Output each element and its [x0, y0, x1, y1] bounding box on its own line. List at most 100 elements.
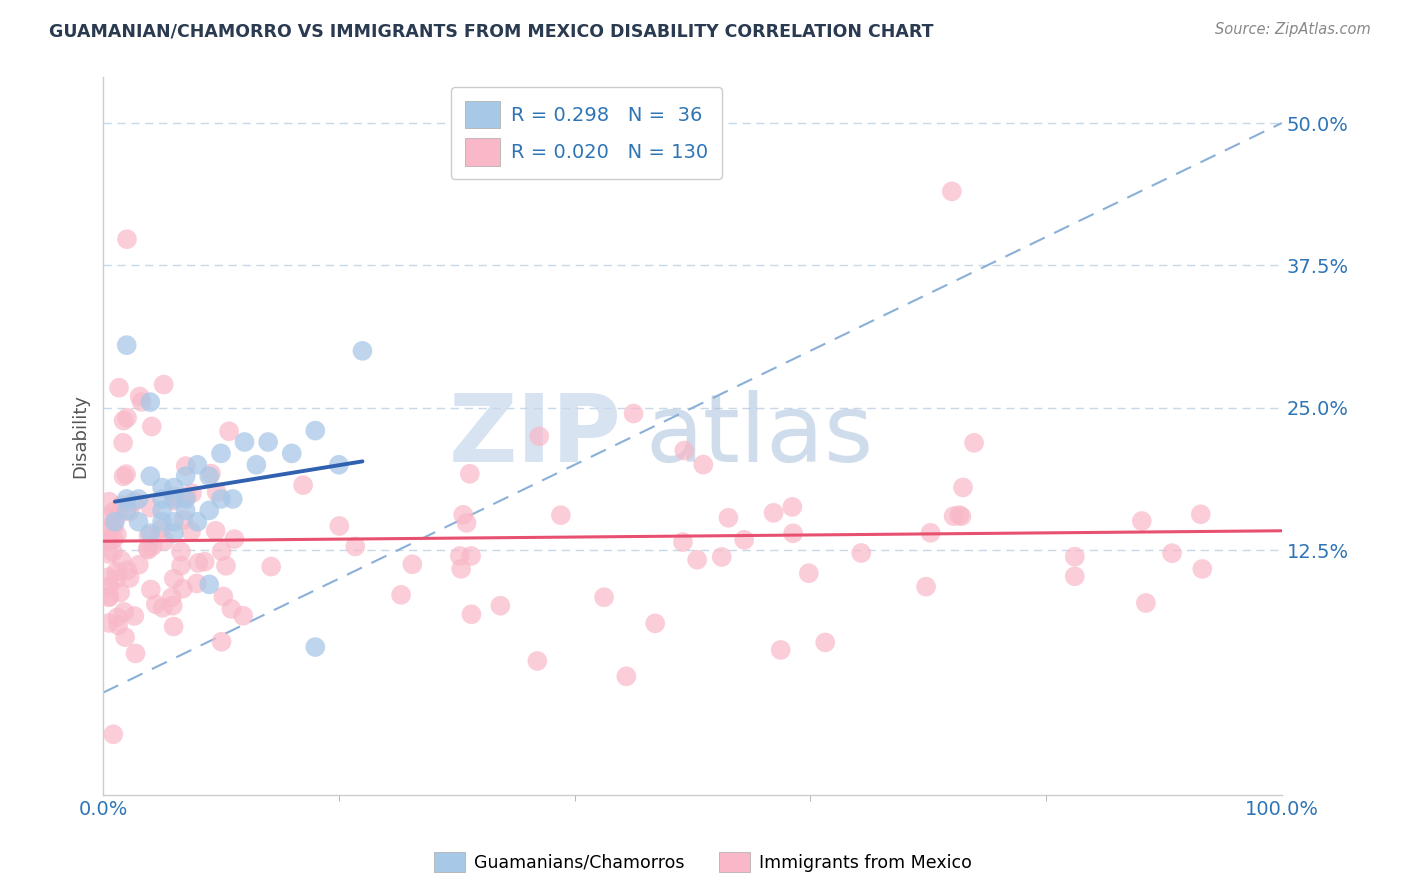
Point: [204, 524, 226, 538]
Point: [449, 549, 471, 563]
Point: [198, 503, 221, 517]
Point: [160, 591, 183, 605]
Point: [1063, 569, 1085, 583]
Point: [131, 395, 153, 409]
Point: [782, 500, 804, 514]
Point: [304, 640, 326, 654]
Point: [150, 515, 173, 529]
Point: [211, 634, 233, 648]
Point: [200, 467, 222, 481]
Point: [1130, 514, 1153, 528]
Point: [328, 458, 350, 472]
Point: [103, 727, 125, 741]
Point: [1063, 549, 1085, 564]
Point: [174, 469, 197, 483]
Point: [107, 618, 129, 632]
Point: [173, 513, 195, 527]
Point: [163, 572, 186, 586]
Point: [762, 506, 785, 520]
Point: [150, 522, 173, 536]
Point: [198, 469, 221, 483]
Point: [163, 489, 186, 503]
Point: [205, 485, 228, 500]
Point: [124, 646, 146, 660]
Point: [186, 515, 208, 529]
Point: [529, 429, 551, 443]
Point: [141, 419, 163, 434]
Point: [456, 516, 478, 530]
Point: [915, 580, 938, 594]
Point: [107, 508, 129, 522]
Point: [221, 602, 243, 616]
Point: [105, 610, 128, 624]
Point: [328, 519, 350, 533]
Point: [136, 542, 159, 557]
Text: GUAMANIAN/CHAMORRO VS IMMIGRANTS FROM MEXICO DISABILITY CORRELATION CHART: GUAMANIAN/CHAMORRO VS IMMIGRANTS FROM ME…: [49, 22, 934, 40]
Point: [138, 528, 160, 542]
Point: [124, 609, 146, 624]
Point: [170, 544, 193, 558]
Point: [163, 494, 186, 508]
Point: [692, 458, 714, 472]
Point: [176, 489, 198, 503]
Point: [710, 549, 733, 564]
Point: [163, 515, 186, 529]
Legend: Guamanians/Chamorros, Immigrants from Mexico: Guamanians/Chamorros, Immigrants from Me…: [427, 845, 979, 879]
Point: [98, 520, 121, 534]
Point: [198, 577, 221, 591]
Point: [115, 410, 138, 425]
Point: [139, 395, 162, 409]
Point: [948, 508, 970, 522]
Point: [686, 553, 709, 567]
Point: [950, 509, 973, 524]
Point: [115, 503, 138, 517]
Point: [115, 338, 138, 352]
Point: [180, 524, 202, 539]
Point: [103, 532, 125, 546]
Point: [98, 547, 121, 561]
Point: [114, 630, 136, 644]
Point: [172, 582, 194, 596]
Text: Source: ZipAtlas.com: Source: ZipAtlas.com: [1215, 22, 1371, 37]
Point: [920, 525, 942, 540]
Point: [103, 504, 125, 518]
Point: [105, 527, 128, 541]
Point: [260, 559, 283, 574]
Point: [142, 539, 165, 553]
Point: [304, 424, 326, 438]
Point: [963, 435, 986, 450]
Point: [128, 558, 150, 572]
Point: [110, 498, 132, 512]
Point: [215, 558, 238, 573]
Point: [112, 605, 135, 619]
Point: [593, 590, 616, 604]
Point: [222, 491, 245, 506]
Point: [162, 619, 184, 633]
Point: [550, 508, 572, 523]
Point: [942, 509, 965, 524]
Point: [245, 458, 267, 472]
Point: [257, 435, 280, 450]
Point: [717, 510, 740, 524]
Point: [152, 600, 174, 615]
Point: [108, 381, 131, 395]
Point: [186, 458, 208, 472]
Point: [1191, 562, 1213, 576]
Point: [218, 424, 240, 438]
Point: [98, 591, 121, 605]
Point: [460, 549, 482, 563]
Point: [623, 407, 645, 421]
Point: [673, 443, 696, 458]
Point: [389, 588, 412, 602]
Point: [150, 481, 173, 495]
Point: [814, 635, 837, 649]
Point: [115, 491, 138, 506]
Point: [489, 599, 512, 613]
Point: [209, 446, 232, 460]
Point: [451, 508, 474, 522]
Point: [103, 519, 125, 533]
Point: [118, 505, 141, 519]
Point: [644, 616, 666, 631]
Point: [212, 590, 235, 604]
Point: [152, 377, 174, 392]
